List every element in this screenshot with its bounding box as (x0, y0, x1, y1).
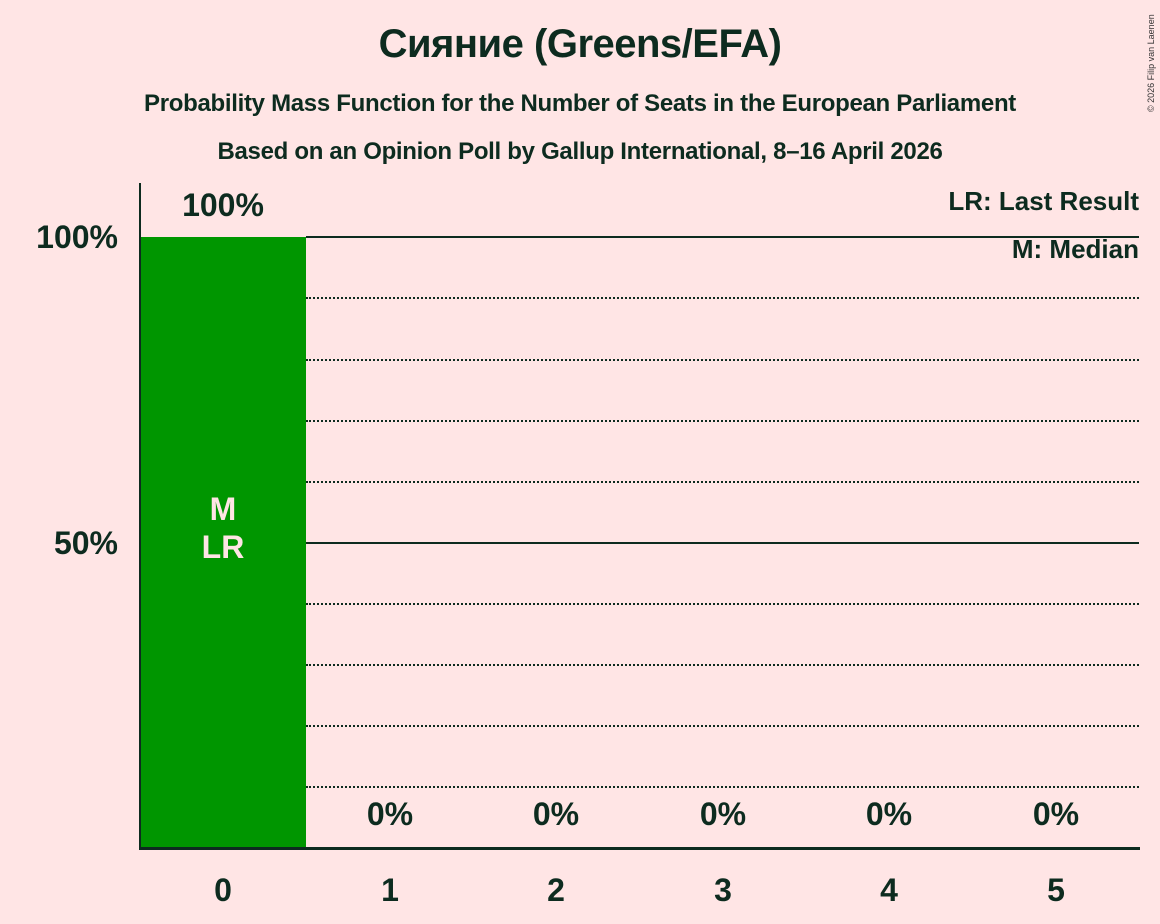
y-axis (139, 183, 141, 849)
x-tick-1: 1 (381, 872, 399, 908)
bar-label-5: 0% (1032, 796, 1080, 832)
gridline-100 (306, 236, 1139, 238)
bar-label-3: 0% (699, 796, 747, 832)
gridline-80 (306, 359, 1139, 361)
bar-marker-median: M (209, 491, 237, 527)
y-tick-50: 50% (53, 525, 118, 561)
bar-label-0: 100% (182, 187, 264, 223)
gridline-40 (306, 603, 1139, 605)
x-tick-4: 4 (880, 872, 898, 908)
x-axis (139, 847, 1140, 850)
bar-label-1: 0% (366, 796, 414, 832)
legend-median: M: Median (1011, 234, 1139, 264)
x-tick-2: 2 (547, 872, 565, 908)
chart-source: Based on an Opinion Poll by Gallup Inter… (217, 138, 943, 165)
x-tick-5: 5 (1047, 872, 1065, 908)
gridline-20 (306, 725, 1139, 727)
x-tick-0: 0 (214, 872, 232, 908)
x-tick-3: 3 (714, 872, 732, 908)
bar-label-2: 0% (532, 796, 580, 832)
bar-label-4: 0% (865, 796, 913, 832)
gridline-90 (306, 297, 1139, 299)
gridline-60 (306, 481, 1139, 483)
chart-title: Сияние (Greens/EFA) (378, 22, 782, 66)
gridline-30 (306, 664, 1139, 666)
bar-0-seats (140, 237, 306, 848)
chart-subtitle: Probability Mass Function for the Number… (143, 90, 1016, 117)
bar-marker-last-result: LR (201, 529, 245, 565)
gridline-70 (306, 420, 1139, 422)
gridline-50 (306, 542, 1139, 544)
legend-last-result: LR: Last Result (948, 186, 1139, 216)
y-tick-100: 100% (36, 219, 118, 255)
gridline-10 (306, 786, 1139, 788)
